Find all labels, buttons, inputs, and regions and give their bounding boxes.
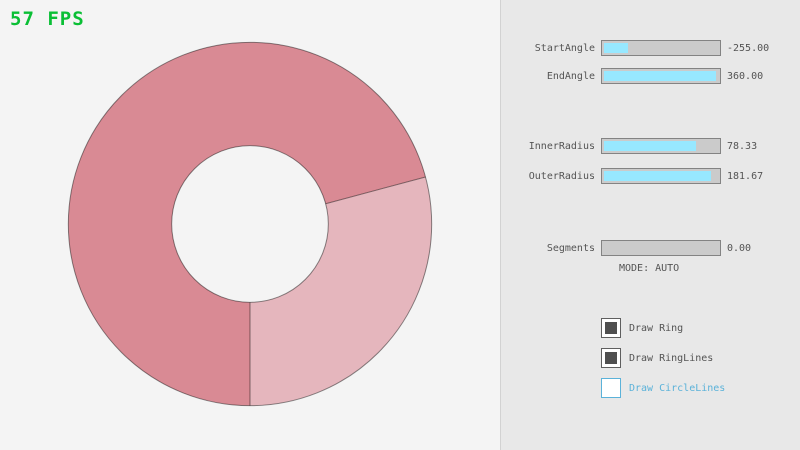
innerradius-row: InnerRadius 78.33 xyxy=(501,138,800,154)
draw-circlelines-checkbox[interactable] xyxy=(601,378,621,398)
innerradius-value: 78.33 xyxy=(727,141,758,152)
segments-row: Segments 0.00 xyxy=(501,240,800,256)
draw-ring-checkbox[interactable] xyxy=(601,318,621,338)
innerradius-label: InnerRadius xyxy=(528,141,595,152)
checkmark xyxy=(605,322,617,334)
checkmark xyxy=(605,352,617,364)
startangle-row: StartAngle -255.00 xyxy=(501,40,800,56)
draw-circlelines-label: Draw CircleLines xyxy=(629,383,726,394)
controls-panel: StartAngle -255.00 EndAngle 360.00 Inner… xyxy=(500,0,800,450)
outerradius-label: OuterRadius xyxy=(528,171,595,182)
segments-mode-label: MODE: AUTO xyxy=(619,263,680,274)
endangle-slider[interactable] xyxy=(601,68,721,84)
ring-radial-line-right xyxy=(325,176,426,205)
segments-value: 0.00 xyxy=(727,243,752,254)
outerradius-row: OuterRadius 181.67 xyxy=(501,168,800,184)
draw-circlelines-row: Draw CircleLines xyxy=(501,378,800,398)
startangle-label: StartAngle xyxy=(534,43,595,54)
donut-ring xyxy=(67,41,433,407)
startangle-value: -255.00 xyxy=(727,43,770,54)
ring-outline-outer xyxy=(67,41,433,407)
startangle-slider[interactable] xyxy=(601,40,721,56)
draw-ringlines-label: Draw RingLines xyxy=(629,353,714,364)
segments-label: Segments xyxy=(546,243,595,254)
draw-ring-row: Draw Ring xyxy=(501,318,800,338)
segments-slider[interactable] xyxy=(601,240,721,256)
endangle-slider-fill xyxy=(604,71,717,81)
innerradius-slider[interactable] xyxy=(601,138,721,154)
draw-ringlines-checkbox[interactable] xyxy=(601,348,621,368)
endangle-row: EndAngle 360.00 xyxy=(501,68,800,84)
innerradius-slider-fill xyxy=(604,141,697,151)
endangle-value: 360.00 xyxy=(727,71,764,82)
render-canvas: 57 FPS xyxy=(10,8,433,407)
ring-segment-light xyxy=(250,176,432,406)
outerradius-value: 181.67 xyxy=(727,171,764,182)
ring-segment-dark xyxy=(68,42,426,406)
draw-ringlines-row: Draw RingLines xyxy=(501,348,800,368)
endangle-label: EndAngle xyxy=(546,71,595,82)
startangle-slider-fill xyxy=(604,43,628,53)
outerradius-slider[interactable] xyxy=(601,168,721,184)
fps-counter: 57 FPS xyxy=(10,8,85,30)
ring-outline-inner xyxy=(171,145,329,303)
outerradius-slider-fill xyxy=(604,171,712,181)
draw-ring-label: Draw Ring xyxy=(629,323,684,334)
